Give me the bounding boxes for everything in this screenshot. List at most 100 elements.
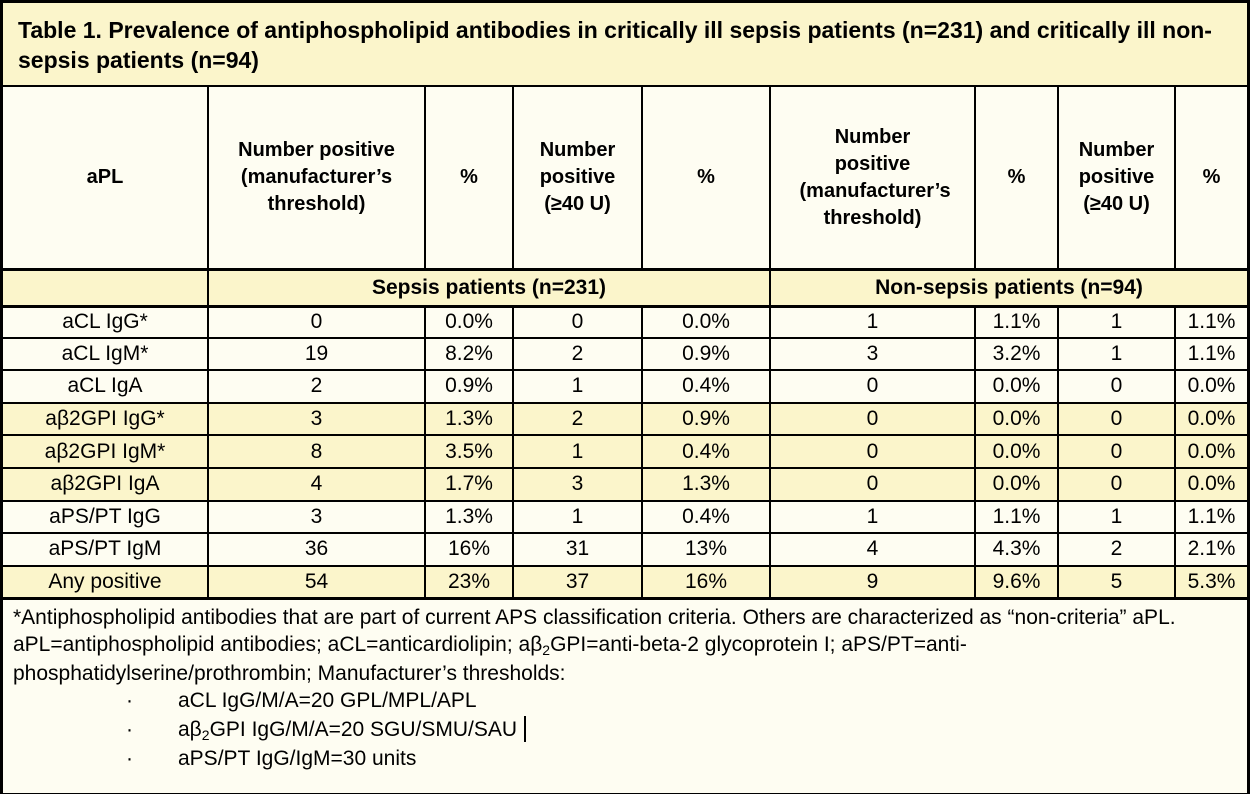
data-cell: 0 — [207, 308, 424, 337]
data-cell: 1.1% — [1174, 338, 1247, 370]
threshold-bullet-apspt: · aPS/PT IgG/IgM=30 units — [13, 745, 1237, 774]
header-pct-4: % — [1174, 87, 1247, 268]
footnote-abbrev-part2: GPI=anti-beta-2 glycoprotein I; aPS/PT=a… — [13, 633, 967, 686]
data-cell: 0 — [1057, 403, 1174, 435]
group-header-sepsis: Sepsis patients (n=231) — [207, 271, 769, 305]
data-cell: 36 — [207, 534, 424, 565]
header-num-positive-40u-sepsis: Number positive (≥40 U) — [512, 87, 641, 268]
footnote-asterisk-note: *Antiphospholipid antibodies that are pa… — [13, 606, 1176, 630]
data-cell: 0 — [1057, 436, 1174, 467]
data-cell: 1.3% — [424, 501, 512, 533]
footnotes-section: *Antiphospholipid antibodies that are pa… — [3, 597, 1247, 794]
group-header-non-sepsis: Non-sepsis patients (n=94) — [769, 271, 1247, 305]
data-cell: 0.0% — [1174, 371, 1247, 402]
data-cell: 1.1% — [1174, 308, 1247, 337]
data-cell: 3 — [207, 403, 424, 435]
table-header-row: aPL Number positive (manufacturer’s thre… — [3, 85, 1247, 268]
data-cell: 5 — [1057, 566, 1174, 598]
data-cell: 0.0% — [1174, 468, 1247, 500]
data-cell: 37 — [512, 566, 641, 598]
bullet-icon: · — [126, 718, 133, 742]
row-label: aPS/PT IgG — [49, 504, 161, 528]
data-cell: 1.3% — [424, 403, 512, 435]
data-cell: 2 — [1057, 534, 1174, 565]
data-cell: 0.0% — [641, 308, 769, 337]
data-cell: 4 — [769, 534, 974, 565]
data-cell: 1.1% — [974, 501, 1057, 533]
header-apl: aPL — [86, 166, 124, 188]
table-row: aCL IgA 2 0.9% 1 0.4% 0 0.0% 0 0.0% — [3, 369, 1247, 402]
header-num-positive-mfr-sepsis: Number positive (manufacturer’s threshol… — [207, 87, 424, 268]
data-cell: 1.1% — [1174, 501, 1247, 533]
table-row: aPS/PT IgG 3 1.3% 1 0.4% 1 1.1% 1 1.1% — [3, 499, 1247, 533]
table-body: aCL IgG* 0 0.0% 0 0.0% 1 1.1% 1 1.1% aCL IgM* 19 8.… — [3, 308, 1247, 598]
bullet-icon: · — [126, 747, 133, 771]
header-num-positive-mfr-nonsepsis: Number positive (manufacturer’s threshol… — [769, 87, 974, 268]
data-cell: 1 — [1057, 501, 1174, 533]
data-cell: 23% — [424, 566, 512, 598]
data-cell: 0.0% — [1174, 403, 1247, 435]
data-cell: 2 — [512, 403, 641, 435]
row-label: aβ2GPI IgA — [50, 472, 160, 496]
threshold-bullet-acl: · aCL IgG/M/A=20 GPL/MPL/APL — [13, 687, 1237, 716]
data-cell: 16% — [641, 566, 769, 598]
data-cell: 4.3% — [974, 534, 1057, 565]
data-cell: 0.9% — [641, 338, 769, 370]
row-label: aβ2GPI IgM* — [44, 439, 166, 463]
footnote-abbrev-part1: aPL=antiphospholipid antibodies; aCL=ant… — [13, 633, 543, 657]
row-label: aPS/PT IgM — [48, 537, 162, 561]
data-cell: 0 — [512, 308, 641, 337]
data-cell: 0.9% — [424, 371, 512, 402]
group-header-row: Sepsis patients (n=231) Non-sepsis patie… — [3, 268, 1247, 308]
data-cell: 8 — [207, 436, 424, 467]
data-cell: 16% — [424, 534, 512, 565]
data-cell: 3 — [207, 501, 424, 533]
bullet-text: aCL IgG/M/A=20 GPL/MPL/APL — [178, 689, 477, 713]
data-cell: 1.3% — [641, 468, 769, 500]
table-row: aCL IgG* 0 0.0% 0 0.0% 1 1.1% 1 1.1% — [3, 308, 1247, 337]
data-cell: 0 — [769, 436, 974, 467]
header-pct-1: % — [424, 87, 512, 268]
table-row: Any positive 54 23% 37 16% 9 9.6% 5 5.3% — [3, 564, 1247, 598]
data-cell: 4 — [207, 468, 424, 500]
data-cell: 1 — [512, 501, 641, 533]
data-cell: 9 — [769, 566, 974, 598]
data-cell: 31 — [512, 534, 641, 565]
threshold-bullet-ab2gpi: · aβ2GPI IgG/M/A=20 SGU/SMU/SAU — [13, 715, 1237, 745]
data-cell: 0 — [1057, 371, 1174, 402]
data-cell: 3 — [512, 468, 641, 500]
table-title: Table 1. Prevalence of antiphospholipid … — [3, 3, 1247, 85]
row-label: aCL IgM* — [61, 341, 149, 365]
data-cell: 54 — [207, 566, 424, 598]
data-cell: 0.4% — [641, 371, 769, 402]
table-row: aβ2GPI IgM* 8 3.5% 1 0.4% 0 0.0% 0 0.0% — [3, 434, 1247, 467]
data-cell: 2 — [512, 338, 641, 370]
data-cell: 19 — [207, 338, 424, 370]
data-cell: 0.9% — [641, 403, 769, 435]
data-cell: 0.0% — [974, 468, 1057, 500]
header-pct-3: % — [974, 87, 1057, 268]
data-cell: 3 — [769, 338, 974, 370]
data-cell: 0.0% — [974, 403, 1057, 435]
table-row: aPS/PT IgM 36 16% 31 13% 4 4.3% 2 2.1% — [3, 532, 1247, 565]
data-cell: 0 — [1057, 468, 1174, 500]
data-cell: 3.5% — [424, 436, 512, 467]
data-cell: 0.0% — [974, 436, 1057, 467]
data-cell: 0 — [769, 403, 974, 435]
header-num-positive-40u-nonsepsis: Number positive (≥40 U) — [1057, 87, 1174, 268]
footnote-abbreviations: aPL=antiphospholipid antibodies; aCL=ant… — [13, 631, 1237, 687]
data-cell: 0 — [769, 468, 974, 500]
bullet-text: aPS/PT IgG/IgM=30 units — [178, 747, 417, 771]
bullet-text: aβ2GPI IgG/M/A=20 SGU/SMU/SAU — [178, 715, 527, 745]
data-cell: 9.6% — [974, 566, 1057, 598]
data-cell: 1 — [1057, 338, 1174, 370]
row-label: aCL IgG* — [62, 310, 148, 334]
data-cell: 0.0% — [1174, 436, 1247, 467]
data-cell: 0.0% — [424, 308, 512, 337]
data-cell: 1.1% — [974, 308, 1057, 337]
data-cell: 1 — [512, 436, 641, 467]
text-cursor — [524, 715, 527, 742]
data-cell: 1.7% — [424, 468, 512, 500]
data-cell: 1 — [1057, 308, 1174, 337]
